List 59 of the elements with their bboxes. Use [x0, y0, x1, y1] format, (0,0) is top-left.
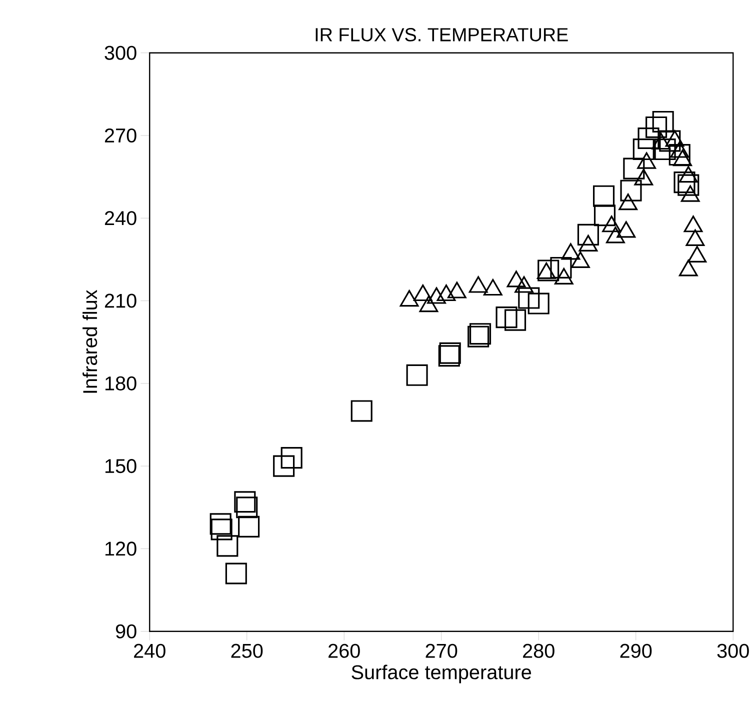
point: [506, 270, 526, 288]
x-tick-label: 300: [717, 644, 749, 658]
point: [673, 149, 692, 166]
point: [634, 168, 654, 186]
point: [602, 216, 621, 232]
x-tick-label: 250: [231, 644, 263, 658]
point: [678, 166, 698, 183]
point: [670, 141, 690, 158]
point: [678, 260, 698, 276]
point: [419, 295, 438, 312]
point: [561, 243, 580, 260]
point: [234, 491, 256, 513]
x-tick-label: 270: [426, 644, 458, 658]
point: [413, 284, 432, 302]
y-tick-label: 180: [105, 376, 136, 390]
point: [210, 513, 232, 535]
y-tick-label: 300: [104, 46, 136, 60]
point: [665, 130, 684, 147]
point: [514, 276, 534, 293]
point: [618, 194, 638, 210]
point: [616, 221, 636, 238]
y-tick-label: 210: [104, 294, 136, 308]
point: [406, 364, 428, 386]
point: [447, 282, 466, 298]
x-tick-label: 240: [134, 644, 166, 658]
y-tick-label: 150: [105, 458, 136, 474]
point: [680, 185, 700, 202]
chart-title: IR FLUX VS. TEMPERATURE: [316, 28, 568, 42]
point: [686, 229, 705, 246]
point: [280, 446, 302, 469]
point: [554, 268, 574, 284]
point: [578, 234, 598, 252]
y-tick-label: 240: [104, 211, 136, 226]
point: [684, 216, 703, 232]
x-tick-label: 280: [523, 644, 554, 658]
x-axis-title: Surface temperature: [352, 664, 532, 684]
point: [210, 518, 232, 540]
y-tick-label: 120: [105, 542, 136, 556]
y-axis-title: Infrared flux: [82, 290, 98, 393]
point: [637, 152, 656, 169]
point: [570, 251, 590, 268]
point: [350, 400, 372, 422]
point: [606, 226, 625, 244]
point: [238, 516, 260, 538]
point: [436, 284, 456, 302]
point: [216, 535, 238, 557]
point: [400, 290, 419, 307]
x-tick-label: 290: [620, 644, 652, 658]
point: [468, 276, 488, 293]
point: [427, 287, 446, 304]
point: [483, 278, 502, 296]
y-tick-label: 90: [116, 624, 136, 638]
point: [273, 455, 295, 477]
point: [688, 246, 707, 262]
point: [225, 562, 247, 584]
point: [536, 262, 556, 279]
point: [236, 496, 258, 518]
x-tick-label: 260: [328, 644, 360, 658]
y-tick-label: 270: [104, 128, 136, 142]
